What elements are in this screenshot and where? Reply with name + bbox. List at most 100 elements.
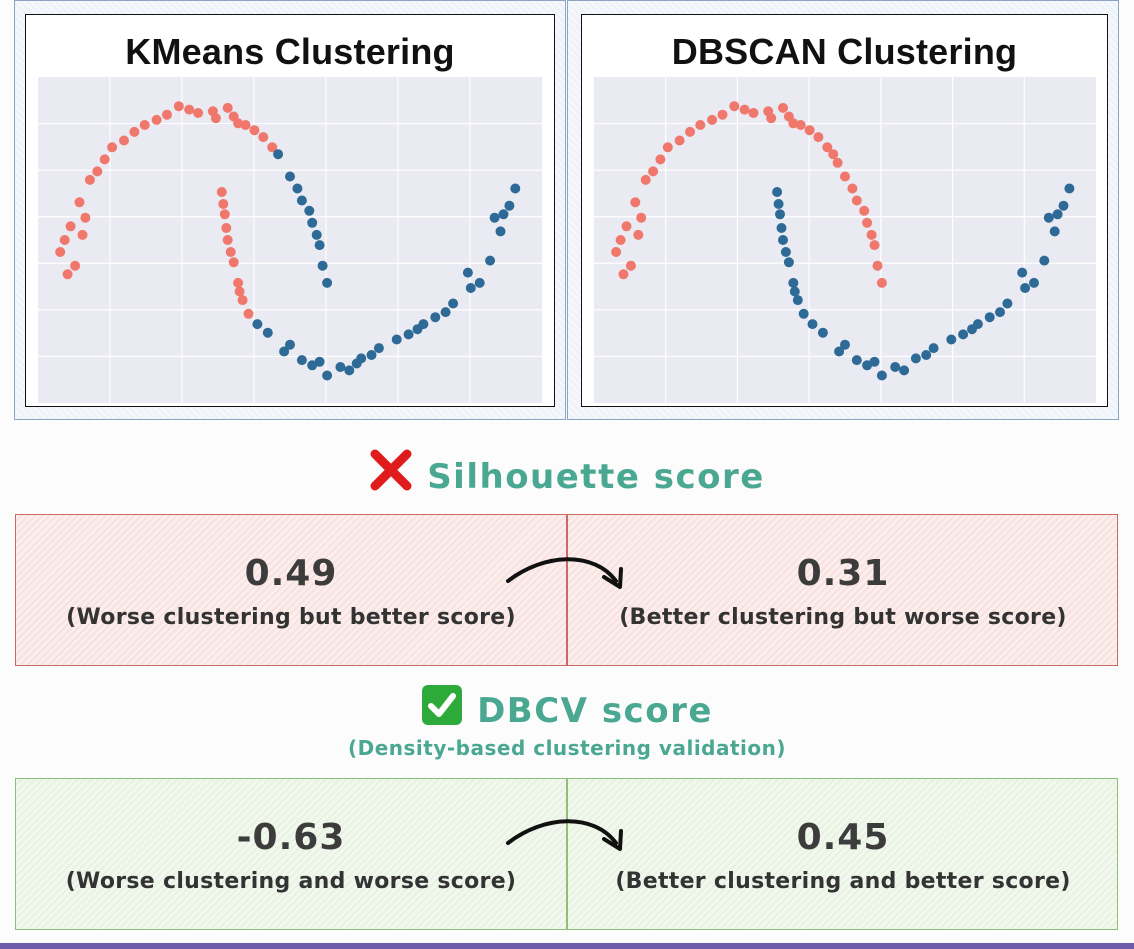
scatter-point-cluster-1 [311,229,322,240]
scatter-point-cluster-1 [285,339,295,350]
silhouette-left-value: 0.49 [244,553,338,594]
scatter-point-cluster-0 [216,187,227,197]
scatter-point-cluster-1 [921,350,932,360]
scatter-point-cluster-1 [778,235,788,245]
scatter-point-cluster-0 [729,101,740,112]
scatter-point-cluster-0 [813,132,824,143]
scatter-point-cluster-1 [788,277,799,288]
check-mark-icon [421,684,463,735]
scatter-point-cluster-0 [625,260,636,271]
scatter-point-cluster-0 [662,142,673,153]
scatter-point-cluster-0 [74,197,85,208]
plot-background [594,77,1096,403]
silhouette-heading: Silhouette score [0,448,1134,501]
dbscan-plot-frame: DBSCAN Clustering [581,14,1108,407]
scatter-point-cluster-0 [847,183,858,194]
silhouette-left-cell: 0.49 (Worse clustering but better score) [16,515,566,665]
scatter-point-cluster-0 [822,142,833,153]
scatter-point-cluster-1 [928,343,939,354]
scatter-point-cluster-0 [869,240,880,251]
scatter-point-cluster-0 [655,154,666,165]
scatter-point-cluster-0 [210,113,221,124]
scatter-point-cluster-1 [780,247,791,257]
scatter-point-cluster-1 [798,308,809,319]
scatter-point-cluster-0 [55,247,66,257]
scatter-point-cluster-0 [233,118,244,129]
scatter-point-cluster-1 [504,200,515,211]
scatter-point-cluster-0 [233,277,244,288]
scatter-point-cluster-1 [403,329,414,340]
scatter-point-cluster-0 [851,195,862,206]
scatter-point-cluster-0 [267,142,278,153]
silhouette-left-desc: (Worse clustering but better score) [66,605,516,630]
dbcv-right-desc: (Better clustering and better score) [615,869,1071,894]
silhouette-right-cell: 0.31 (Better clustering but worse score) [568,515,1118,665]
scatter-point-cluster-1 [292,183,303,194]
dbcv-subtitle: (Density-based clustering validation) [347,736,787,760]
scatter-point-cluster-1 [1058,200,1069,211]
scatter-point-cluster-1 [776,223,787,233]
scatter-point-cluster-0 [748,108,759,118]
scatter-point-cluster-0 [84,174,95,185]
scatter-point-cluster-0 [70,260,81,271]
scatter-point-cluster-1 [995,307,1005,318]
scatter-point-cluster-1 [344,365,355,376]
scatter-point-cluster-0 [739,104,750,115]
silhouette-title: Silhouette score [427,457,765,497]
dbcv-left-cell: -0.63 (Worse clustering and worse score) [16,779,566,929]
scatter-point-cluster-0 [766,113,777,124]
scatter-point-cluster-1 [498,209,509,220]
kmeans-plot-frame: KMeans Clustering [25,14,555,407]
scatter-point-cluster-1 [418,319,429,330]
scatter-point-cluster-1 [773,199,784,209]
scatter-point-cluster-1 [314,356,325,367]
scatter-point-cluster-0 [866,229,877,240]
scatter-point-cluster-0 [640,174,651,185]
scatter-point-cluster-1 [262,327,273,338]
scatter-point-cluster-0 [258,132,269,143]
scatter-point-cluster-1 [862,360,873,371]
scatter-point-cluster-0 [859,205,870,216]
kmeans-plot-title: KMeans Clustering [125,31,455,72]
scatter-point-cluster-0 [788,118,799,129]
scatter-point-cluster-0 [648,166,659,177]
scatter-point-cluster-1 [984,312,995,323]
scatter-point-cluster-0 [633,229,644,240]
scatter-point-cluster-0 [674,135,685,146]
scatter-point-cluster-1 [946,334,957,345]
scatter-point-cluster-1 [462,267,473,278]
scatter-point-cluster-1 [807,319,818,330]
scatter-point-cluster-0 [222,102,233,113]
scatter-point-cluster-1 [772,187,783,197]
scatter-point-cluster-0 [219,209,230,220]
scatter-point-cluster-1 [314,240,325,251]
scatter-point-cluster-1 [1039,255,1050,266]
scatter-point-cluster-0 [65,221,76,232]
scatter-point-cluster-0 [222,235,233,245]
scatter-point-cluster-1 [1064,183,1075,194]
dbcv-left-value: -0.63 [236,817,346,858]
scatter-point-cluster-0 [618,269,629,280]
scatter-point-cluster-0 [184,104,195,115]
scatter-point-cluster-0 [778,102,788,113]
scatter-point-cluster-1 [317,260,328,271]
scatter-point-cluster-1 [391,334,402,345]
curved-arrow-icon [506,557,623,589]
scatter-point-cluster-1 [322,277,333,288]
scatter-point-cluster-0 [92,166,103,177]
scatter-point-cluster-0 [173,101,184,112]
plot-background [38,77,542,403]
curved-arrow-icon [506,819,623,851]
scatter-point-cluster-1 [430,312,441,323]
scatter-point-cluster-0 [162,109,172,120]
scatter-point-cluster-0 [237,295,248,306]
scatter-point-cluster-0 [832,157,843,168]
scatter-point-cluster-0 [228,257,239,268]
scatter-point-cluster-0 [77,229,88,240]
scatter-point-cluster-1 [510,183,521,194]
scatter-point-cluster-1 [495,226,506,237]
scatter-point-cluster-1 [775,209,785,220]
scatter-point-cluster-1 [789,286,800,297]
scatter-point-cluster-1 [1049,226,1060,237]
scatter-point-cluster-1 [1002,298,1013,309]
